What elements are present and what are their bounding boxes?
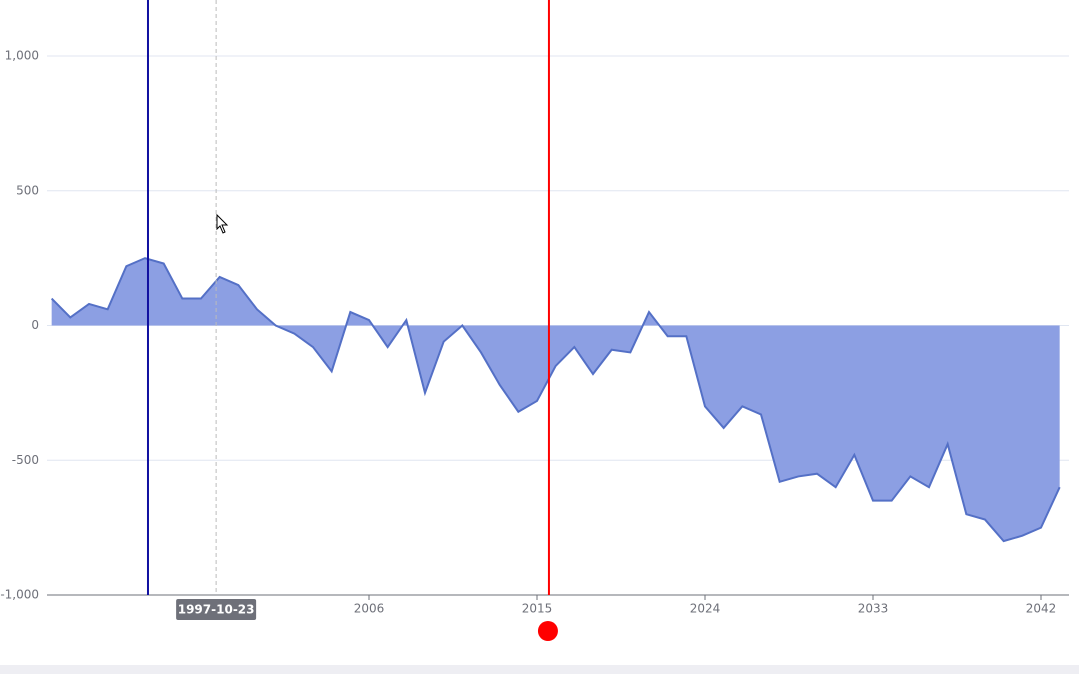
x-tick-label: 2033 xyxy=(858,602,889,616)
slider-handle xyxy=(537,621,558,641)
x-tick-label: 2024 xyxy=(690,602,721,616)
y-tick-label: 500 xyxy=(16,183,39,197)
y-tick-label: 0 xyxy=(31,318,39,332)
area xyxy=(51,258,1060,542)
x-tick-label: 2006 xyxy=(354,602,385,616)
y-tick-label: 1,000 xyxy=(5,49,39,63)
scroll-bar xyxy=(0,665,1079,674)
y-tick-label: -1,000 xyxy=(0,588,39,602)
y-tick-label: -500 xyxy=(12,453,39,467)
x-tick-label: 2015 xyxy=(522,602,553,616)
pointer-label: 1997-10-23 xyxy=(178,603,255,617)
pointer-label-bg xyxy=(176,599,257,620)
cursor xyxy=(216,213,229,234)
line xyxy=(50,257,1061,543)
x-tick-label: 2042 xyxy=(1026,602,1057,616)
